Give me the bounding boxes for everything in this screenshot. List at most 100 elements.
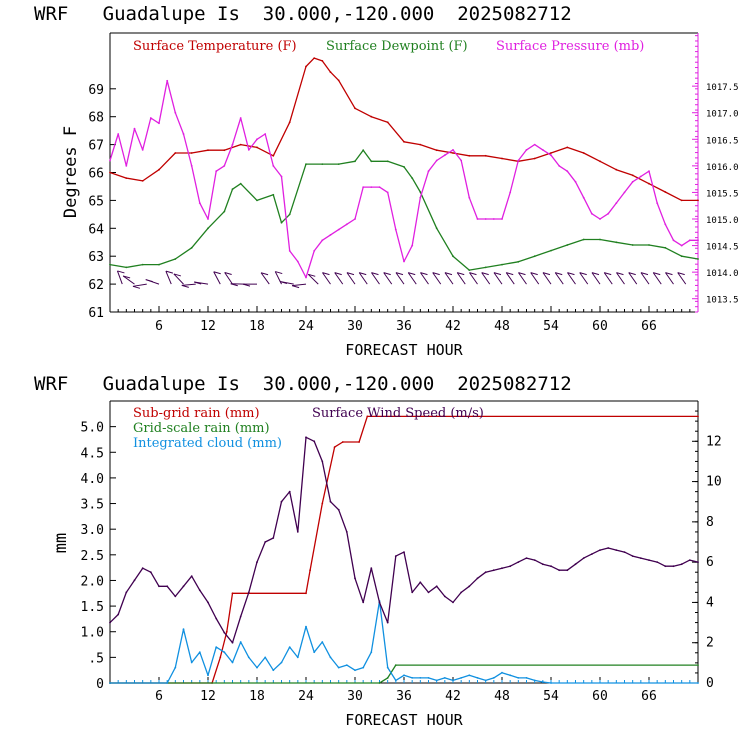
data-point bbox=[680, 255, 683, 258]
legend-entry: Integrated cloud (mm) bbox=[133, 436, 282, 451]
wind-barb-flag bbox=[628, 272, 636, 276]
data-point bbox=[125, 165, 128, 167]
data-point bbox=[223, 631, 226, 634]
data-point bbox=[207, 218, 209, 220]
data-point bbox=[403, 140, 405, 143]
data-point bbox=[256, 146, 258, 149]
data-point bbox=[648, 182, 650, 185]
data-point bbox=[125, 266, 128, 269]
y2-tick-label: 4 bbox=[706, 595, 714, 610]
data-point bbox=[337, 228, 340, 231]
y-tick-label: 66 bbox=[88, 167, 104, 182]
data-point bbox=[639, 557, 642, 559]
wind-barb-staff bbox=[579, 272, 589, 285]
data-point bbox=[256, 561, 258, 563]
data-point bbox=[109, 171, 111, 174]
data-point bbox=[697, 199, 699, 202]
data-point bbox=[109, 621, 111, 624]
data-point bbox=[386, 191, 389, 194]
x-tick-label: 60 bbox=[592, 689, 608, 704]
data-point bbox=[664, 223, 667, 226]
wind-barb-staff bbox=[224, 272, 233, 285]
data-point bbox=[109, 159, 111, 162]
data-point bbox=[631, 180, 634, 183]
data-point bbox=[484, 218, 487, 220]
wind-barb-flag bbox=[334, 272, 342, 276]
legend-entry: Surface Wind Speed (m/s) bbox=[312, 406, 484, 421]
data-point bbox=[378, 682, 381, 684]
data-point bbox=[378, 186, 381, 189]
data-point bbox=[672, 239, 675, 242]
x-tick-label: 18 bbox=[249, 319, 265, 334]
data-point bbox=[599, 218, 601, 220]
data-point bbox=[182, 585, 185, 588]
data-point bbox=[296, 656, 299, 659]
x-tick-label: 66 bbox=[641, 689, 657, 704]
wind-barb-staff bbox=[444, 272, 454, 285]
data-point bbox=[550, 249, 552, 252]
data-point bbox=[215, 170, 218, 173]
wind-barb-staff bbox=[469, 272, 478, 285]
y-tick-label: 3.0 bbox=[81, 523, 104, 538]
data-point bbox=[264, 656, 267, 659]
data-point bbox=[419, 196, 422, 199]
x-tick-label: 6 bbox=[155, 319, 163, 334]
y-tick-label: 67 bbox=[88, 139, 104, 154]
data-point bbox=[305, 65, 307, 68]
wind-barb-flag bbox=[213, 271, 221, 275]
wind-barb-staff bbox=[371, 272, 380, 285]
data-point bbox=[239, 641, 242, 643]
data-point bbox=[517, 677, 520, 679]
wind-barb-flag bbox=[279, 281, 288, 285]
wind-barb-staff bbox=[173, 273, 184, 285]
data-point bbox=[656, 561, 659, 563]
y2-tick-label: 12 bbox=[706, 434, 722, 449]
data-point bbox=[247, 149, 250, 151]
data-point bbox=[501, 157, 503, 160]
wind-barb-flag bbox=[359, 272, 367, 276]
data-point bbox=[207, 149, 209, 152]
wind-barb-flag bbox=[230, 283, 238, 287]
y2-tick-label: 10 bbox=[706, 475, 722, 490]
data-point bbox=[207, 227, 209, 230]
data-point bbox=[174, 152, 177, 154]
x-tick-label: 6 bbox=[155, 689, 163, 704]
data-point bbox=[256, 199, 258, 202]
data-point bbox=[615, 549, 618, 551]
x-tick-label: 24 bbox=[298, 689, 314, 704]
data-point bbox=[558, 569, 561, 572]
data-point bbox=[443, 677, 446, 679]
data-point bbox=[239, 117, 242, 119]
data-point bbox=[688, 239, 691, 242]
wind-barb-staff bbox=[591, 272, 601, 285]
y-tick-label: 64 bbox=[88, 222, 104, 237]
wind-barb-flag bbox=[653, 272, 661, 276]
data-point bbox=[272, 669, 275, 672]
data-point bbox=[550, 154, 552, 157]
y2-tick-label: 2 bbox=[706, 636, 714, 651]
data-point bbox=[149, 117, 152, 119]
wind-barb-flag bbox=[395, 272, 404, 276]
data-point bbox=[272, 537, 275, 539]
data-point bbox=[697, 682, 699, 684]
data-point bbox=[656, 202, 659, 205]
data-point bbox=[358, 441, 360, 443]
data-point bbox=[631, 174, 634, 177]
data-point bbox=[386, 121, 389, 124]
wind-barb-flag bbox=[173, 273, 181, 277]
data-point bbox=[321, 239, 324, 242]
data-point bbox=[264, 133, 267, 135]
data-point bbox=[158, 263, 160, 266]
data-point bbox=[590, 553, 593, 555]
data-point bbox=[313, 440, 316, 443]
data-point bbox=[362, 666, 365, 669]
data-point bbox=[141, 567, 144, 570]
wind-barb-flag bbox=[371, 272, 379, 276]
y2-tick-label: 6 bbox=[706, 555, 714, 570]
temperature-pressure-chart: 6 12 18 24 30 36 42 48 54 60 66 FORECAST HOUR 61 62 63… bbox=[61, 32, 739, 359]
y-tick-label: 61 bbox=[88, 306, 104, 321]
wind-barb-flag bbox=[640, 272, 649, 276]
data-point bbox=[321, 502, 324, 505]
data-point bbox=[223, 210, 226, 213]
data-point bbox=[460, 677, 463, 679]
